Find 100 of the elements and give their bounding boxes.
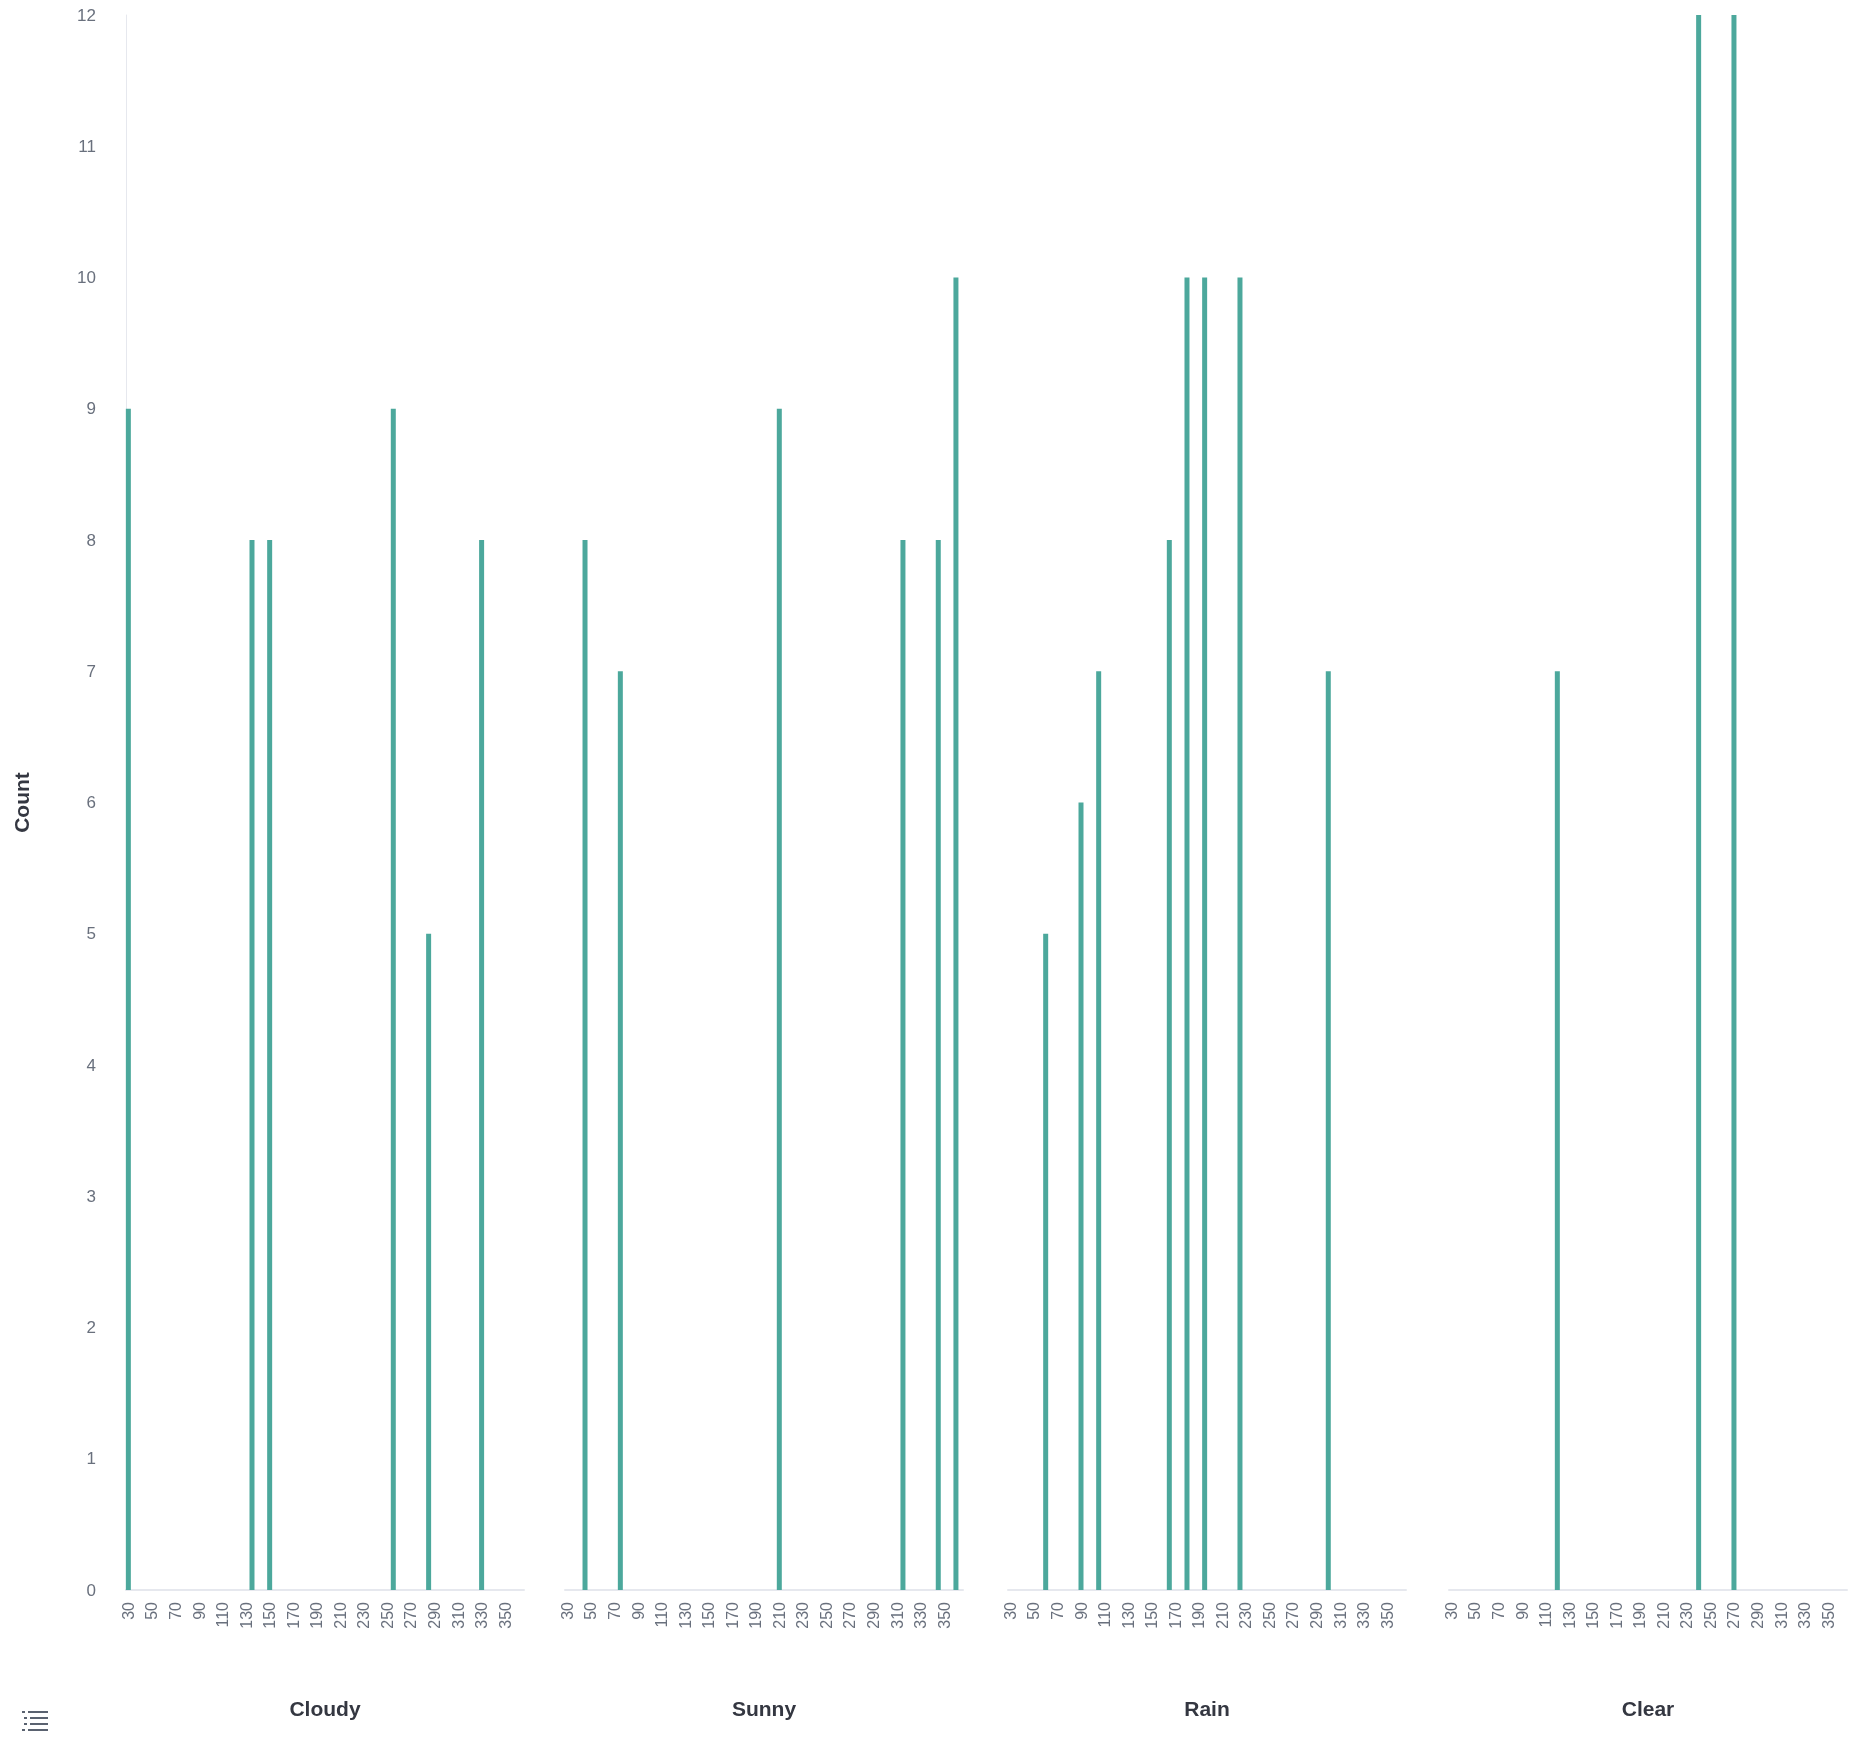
x-axis-title: Rain — [1184, 1697, 1230, 1720]
y-tick-label: 9 — [86, 399, 96, 419]
x-tick-label: 50 — [143, 1601, 161, 1620]
bar — [426, 933, 432, 1590]
x-tick-label: 130 — [1560, 1601, 1578, 1629]
x-tick-label: 30 — [119, 1601, 137, 1620]
x-tick-label: 150 — [1143, 1601, 1161, 1629]
bar — [935, 540, 941, 1590]
x-tick-label: 290 — [1308, 1601, 1326, 1629]
x-tick-label: 90 — [190, 1601, 208, 1620]
x-tick-label: 90 — [1072, 1601, 1090, 1620]
bar — [582, 540, 588, 1590]
x-tick-label: 50 — [582, 1601, 600, 1620]
y-tick-label: 6 — [86, 793, 96, 812]
bar — [1237, 277, 1243, 1590]
x-tick-label: 230 — [1237, 1601, 1255, 1629]
x-tick-label: 190 — [747, 1601, 765, 1629]
x-tick-label: 70 — [166, 1601, 184, 1620]
x-tick-label: 110 — [1537, 1601, 1555, 1628]
x-tick-label: 170 — [1166, 1601, 1184, 1629]
x-tick-label: 250 — [1260, 1601, 1278, 1629]
x-tick-label: 350 — [1819, 1601, 1837, 1629]
bar — [1166, 540, 1172, 1590]
x-tick-label: 30 — [1001, 1601, 1019, 1620]
bar — [249, 540, 255, 1590]
x-axis-title: Cloudy — [289, 1697, 361, 1720]
x-tick-label: 130 — [676, 1601, 694, 1629]
x-tick-label: 90 — [1513, 1601, 1531, 1620]
y-tick-label: 3 — [86, 1186, 96, 1206]
x-tick-label: 50 — [1466, 1601, 1484, 1620]
x-tick-label: 210 — [1654, 1601, 1672, 1629]
x-tick-label: 330 — [473, 1601, 491, 1629]
x-tick-label: 150 — [700, 1601, 718, 1629]
x-tick-label: 310 — [1331, 1601, 1349, 1629]
bar — [125, 408, 131, 1590]
x-axis-title: Clear — [1621, 1697, 1675, 1720]
x-tick-label: 130 — [237, 1601, 255, 1629]
x-tick-label: 350 — [935, 1601, 953, 1629]
x-tick-label: 70 — [1489, 1601, 1507, 1620]
x-tick-label: 150 — [1584, 1601, 1602, 1629]
y-tick-label: 8 — [86, 530, 96, 550]
bar — [1078, 802, 1084, 1590]
x-tick-label: 250 — [378, 1601, 396, 1629]
x-tick-label: 290 — [1749, 1601, 1767, 1629]
x-tick-label: 310 — [449, 1601, 467, 1629]
x-tick-label: 290 — [865, 1601, 883, 1629]
x-tick-label: 250 — [817, 1601, 835, 1629]
x-tick-label: 350 — [1378, 1601, 1396, 1629]
x-tick-label: 70 — [1048, 1601, 1066, 1620]
x-tick-label: 290 — [426, 1601, 444, 1629]
y-tick-label: 2 — [86, 1318, 96, 1337]
x-tick-label: 170 — [1607, 1601, 1625, 1629]
x-tick-label: 210 — [1213, 1601, 1231, 1629]
y-tick-label: 0 — [86, 1580, 96, 1600]
y-tick-label: 7 — [86, 661, 96, 681]
bar — [1096, 671, 1102, 1590]
bar — [479, 540, 485, 1590]
x-tick-label: 30 — [1442, 1601, 1460, 1620]
x-tick-label: 110 — [653, 1601, 671, 1628]
bar — [776, 408, 782, 1590]
x-tick-label: 230 — [794, 1601, 812, 1629]
x-tick-label: 250 — [1701, 1601, 1719, 1629]
x-tick-label: 90 — [629, 1601, 647, 1620]
y-tick-label: 5 — [86, 924, 96, 944]
x-tick-label: 30 — [558, 1601, 576, 1620]
bar — [1184, 277, 1190, 1590]
x-tick-label: 50 — [1025, 1601, 1043, 1620]
bar — [267, 540, 273, 1590]
x-tick-label: 210 — [770, 1601, 788, 1629]
x-tick-label: 330 — [1796, 1601, 1814, 1629]
y-tick-label: 10 — [77, 268, 96, 287]
x-tick-label: 350 — [496, 1601, 514, 1629]
y-tick-label: 1 — [86, 1449, 96, 1469]
x-tick-label: 310 — [1772, 1601, 1790, 1629]
x-tick-label: 330 — [1355, 1601, 1373, 1629]
x-axis-title: Sunny — [731, 1697, 797, 1720]
x-tick-label: 210 — [331, 1601, 349, 1629]
x-tick-label: 110 — [1096, 1601, 1114, 1628]
x-tick-label: 190 — [308, 1601, 326, 1629]
bar — [1043, 933, 1049, 1590]
x-tick-label: 270 — [841, 1601, 859, 1629]
x-tick-label: 270 — [1284, 1601, 1302, 1629]
x-tick-label: 150 — [261, 1601, 279, 1629]
y-tick-label: 12 — [77, 5, 96, 25]
x-tick-label: 170 — [723, 1601, 741, 1629]
x-tick-label: 70 — [605, 1601, 623, 1620]
x-tick-label: 270 — [1725, 1601, 1743, 1629]
bar — [390, 408, 396, 1590]
x-tick-label: 330 — [912, 1601, 930, 1629]
x-tick-label: 170 — [284, 1601, 302, 1629]
x-tick-label: 270 — [402, 1601, 420, 1629]
bar — [617, 671, 623, 1590]
x-tick-label: 190 — [1631, 1601, 1649, 1629]
y-axis-title: Count — [10, 772, 33, 833]
x-tick-label: 130 — [1119, 1601, 1137, 1629]
x-tick-label: 190 — [1190, 1601, 1208, 1629]
bar — [900, 540, 906, 1590]
x-tick-label: 110 — [214, 1601, 232, 1628]
y-tick-label: 4 — [86, 1055, 96, 1075]
bar — [953, 277, 959, 1590]
